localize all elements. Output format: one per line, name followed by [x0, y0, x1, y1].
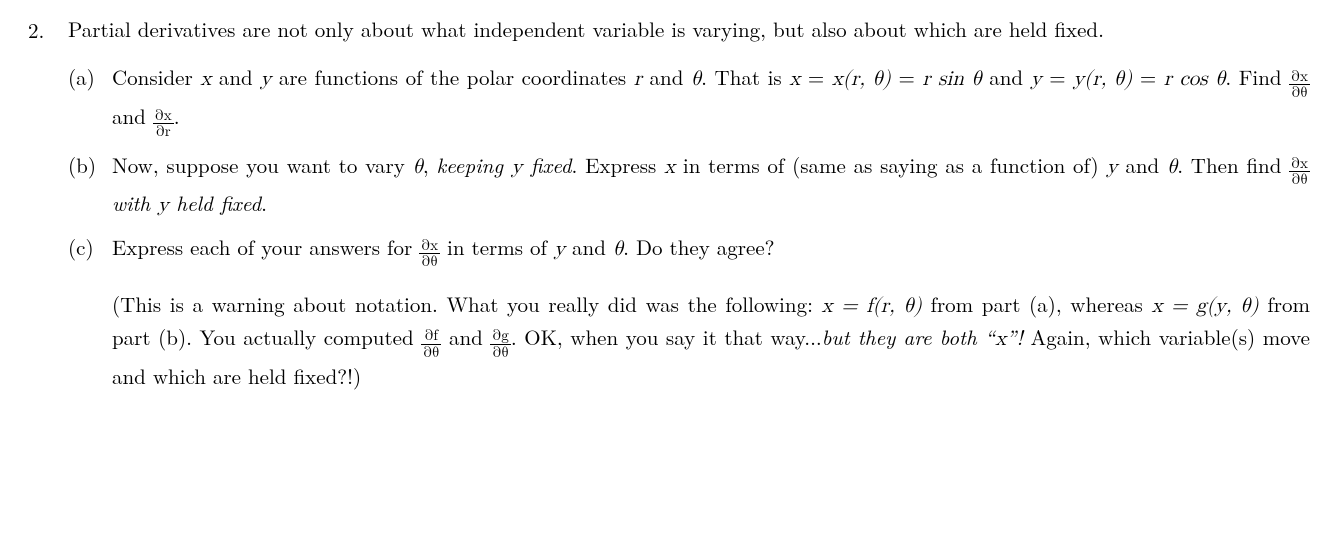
- frac-den: ∂θ: [1289, 85, 1310, 101]
- frac-num: ∂x: [419, 238, 440, 254]
- text: and: [112, 101, 153, 131]
- math-x: x: [664, 157, 675, 178]
- fraction-dx-dtheta: ∂x∂θ: [1289, 69, 1310, 101]
- italic-text: with y held fixed: [112, 188, 261, 218]
- math-y: y: [511, 157, 522, 178]
- problem-number: 2.: [28, 14, 68, 45]
- subpart-b-label: (b): [68, 150, 112, 180]
- text: ,: [423, 150, 437, 180]
- problem-intro: Partial derivatives are not only about w…: [68, 14, 1310, 44]
- subpart-a-body: Consider x and y are functions of the po…: [112, 62, 1310, 139]
- math-eq: x = g(y, θ): [1151, 296, 1258, 317]
- text: and: [211, 62, 260, 92]
- fraction-df-dtheta: ∂f∂θ: [421, 328, 441, 360]
- math-y: y: [554, 239, 565, 260]
- subpart-c-body: Express each of your answers for ∂x∂θ in…: [112, 232, 1310, 271]
- eq-lhs: x: [789, 69, 800, 90]
- math-theta: θ: [613, 239, 623, 260]
- frac-num: ∂g: [490, 328, 510, 344]
- text: keeping: [436, 150, 511, 180]
- fraction-dg-dtheta: ∂g∂θ: [490, 328, 510, 360]
- text: . Do they agree?: [623, 232, 774, 262]
- subpart-c: (c) Express each of your answers for ∂x∂…: [68, 232, 1310, 271]
- text: from part (a), whereas: [922, 289, 1152, 319]
- math-eq: x = x(r, θ) = r sin θ: [789, 69, 981, 90]
- text: in terms of (same as saying as a functio…: [675, 150, 1106, 180]
- note-paragraph: (This is a warning about notation. What …: [68, 289, 1310, 392]
- frac-num: ∂x: [1289, 156, 1310, 172]
- eq-sign: =: [800, 69, 831, 90]
- text: Consider: [112, 62, 200, 92]
- math-theta: θ: [691, 69, 701, 90]
- text: .: [174, 101, 180, 131]
- frac-den: ∂θ: [490, 345, 510, 361]
- frac-den: ∂r: [153, 124, 174, 140]
- text: in terms of: [440, 232, 554, 262]
- frac-den: ∂θ: [419, 254, 440, 270]
- math-y: y: [260, 69, 271, 90]
- math-eq: x = f(r, θ): [822, 296, 922, 317]
- subparts: (a) Consider x and y are functions of th…: [68, 62, 1310, 391]
- text: . That is: [701, 62, 789, 92]
- frac-num: ∂f: [421, 328, 441, 344]
- frac-den: ∂θ: [1289, 172, 1310, 188]
- subpart-a-label: (a): [68, 62, 112, 92]
- fraction-dx-dtheta: ∂x∂θ: [419, 238, 440, 270]
- math-eq: y = y(r, θ) = r cos θ: [1031, 69, 1226, 90]
- text: are functions of the polar coordinates: [271, 62, 633, 92]
- text: and: [642, 62, 691, 92]
- math-y: y: [158, 195, 169, 216]
- text: . OK, when you say it that way...: [511, 322, 822, 352]
- text: and: [441, 322, 490, 352]
- math-theta: θ: [1167, 157, 1177, 178]
- eq-sign: =: [1132, 69, 1163, 90]
- math-x: x: [200, 69, 211, 90]
- text: Now, suppose you want to vary: [112, 150, 413, 180]
- math-y: y: [1106, 157, 1117, 178]
- note-body: (This is a warning about notation. What …: [68, 289, 1310, 392]
- subpart-b: (b) Now, suppose you want to vary θ, kee…: [68, 150, 1310, 222]
- text: . Express: [572, 150, 665, 180]
- text: and: [982, 62, 1031, 92]
- frac-num: ∂x: [1289, 69, 1310, 85]
- eq-sign: =: [891, 69, 922, 90]
- eq-mid: x(r, θ): [832, 69, 891, 90]
- text: but they are both “: [822, 322, 995, 352]
- text: with: [112, 188, 158, 218]
- subpart-b-body: Now, suppose you want to vary θ, keeping…: [112, 150, 1310, 222]
- eq: x = g(y, θ): [1151, 296, 1258, 317]
- math-x: x: [995, 329, 1006, 350]
- frac-num: ∂x: [153, 108, 174, 124]
- text: . Then find: [1177, 150, 1289, 180]
- text: fixed: [522, 150, 571, 180]
- text: and: [565, 232, 613, 262]
- italic-text: keeping y fixed: [436, 150, 571, 180]
- text: and: [1118, 150, 1167, 180]
- problem-2: 2. Partial derivatives are not only abou…: [28, 14, 1310, 391]
- subpart-a: (a) Consider x and y are functions of th…: [68, 62, 1310, 139]
- eq-rhs: r sin θ: [922, 69, 981, 90]
- text: ”!: [1006, 322, 1023, 352]
- text: .: [261, 188, 267, 218]
- math-theta: θ: [413, 157, 423, 178]
- text: held fixed: [169, 188, 261, 218]
- text: (This is a warning about notation. What …: [112, 289, 822, 319]
- eq-lhs: y: [1031, 69, 1042, 90]
- math-r: r: [634, 69, 642, 90]
- fraction-dx-dtheta: ∂x∂θ: [1289, 156, 1310, 188]
- subpart-c-label: (c): [68, 232, 112, 262]
- eq: x = f(r, θ): [822, 296, 922, 317]
- frac-den: ∂θ: [421, 345, 441, 361]
- problem-body: Partial derivatives are not only about w…: [68, 14, 1310, 391]
- text: . Find: [1225, 62, 1289, 92]
- eq-mid: y(r, θ): [1073, 69, 1132, 90]
- eq-sign: =: [1042, 69, 1073, 90]
- text: Express each of your answers for: [112, 232, 419, 262]
- fraction-dx-dr: ∂x∂r: [153, 108, 174, 140]
- eq-rhs: r cos θ: [1164, 69, 1226, 90]
- italic-text: but they are both “x”!: [822, 322, 1023, 352]
